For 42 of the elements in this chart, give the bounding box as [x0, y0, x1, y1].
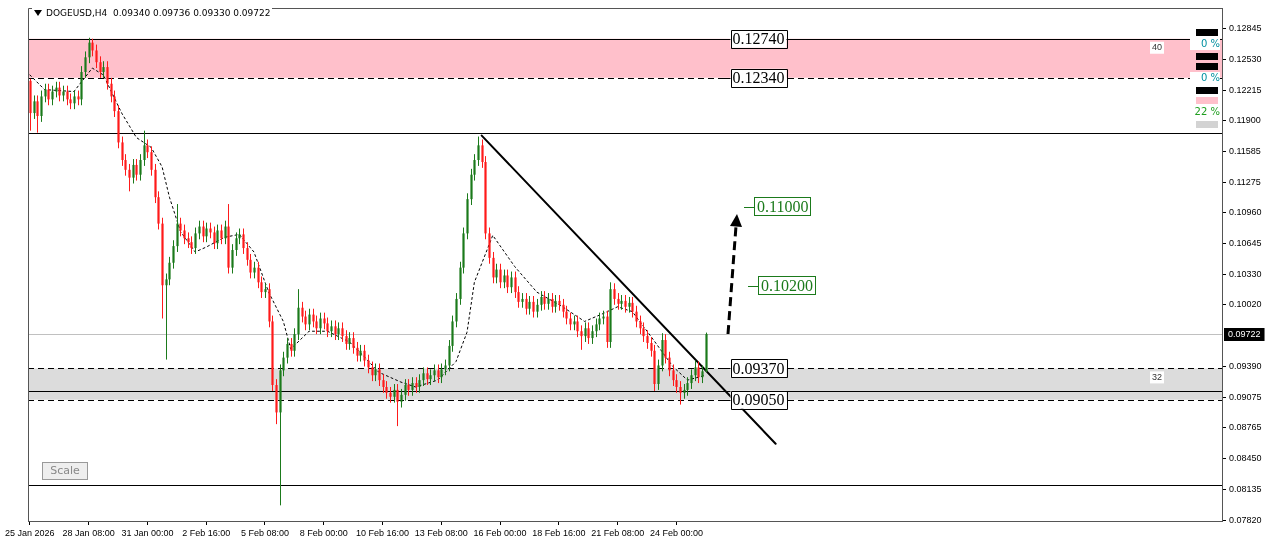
band-label: 40 — [1151, 42, 1162, 53]
y-tick-label: 0.12215 — [1229, 84, 1262, 95]
band-label: 32 — [1151, 371, 1162, 382]
y-tick-label: 0.10020 — [1229, 299, 1262, 310]
y-tick-label: 0.12845 — [1229, 22, 1262, 33]
y-tick-label: 0.11275 — [1229, 176, 1261, 187]
x-tick-label: 24 Feb 00:00 — [649, 527, 703, 538]
y-tick-label: 0.11585 — [1229, 146, 1261, 157]
x-tick-label: 21 Feb 08:00 — [591, 527, 645, 538]
scale-button: Scale — [42, 462, 88, 480]
annotation: 0.12740 — [732, 29, 785, 47]
y-tick-label: 0.12530 — [1229, 53, 1262, 64]
annotation: 0.09050 — [732, 390, 785, 408]
y-tick-label: 0.08450 — [1229, 452, 1262, 463]
annotation: 22 % — [1190, 106, 1220, 118]
x-tick-label: 13 Feb 08:00 — [414, 527, 468, 538]
y-tick-label: 0.09390 — [1229, 360, 1262, 371]
x-tick-label: 18 Feb 16:00 — [532, 527, 586, 538]
y-tick-label: 0.10330 — [1229, 268, 1262, 279]
x-tick-label: 28 Jan 08:00 — [62, 527, 115, 538]
x-tick-label: 16 Feb 00:00 — [473, 527, 527, 538]
annotation: 0 % — [1190, 38, 1220, 50]
chart-title: DOGEUSD,H4 0.09340 0.09736 0.09330 0.09722 — [46, 8, 271, 18]
x-tick-label: 5 Feb 08:00 — [240, 527, 289, 538]
annotation: 0.10200 — [758, 276, 816, 295]
annotation: 0.11000 — [754, 197, 812, 216]
annotation: 0 % — [1190, 72, 1220, 84]
y-tick-label: 0.10960 — [1229, 207, 1262, 218]
x-tick-label: 10 Feb 16:00 — [356, 527, 410, 538]
x-tick-label: 31 Jan 00:00 — [121, 527, 174, 538]
y-tick-label: 0.07820 — [1229, 514, 1262, 525]
y-tick-label: 0.10645 — [1229, 238, 1262, 249]
y-tick-label: 0.08135 — [1229, 483, 1262, 494]
annotation: 0.09370 — [732, 359, 785, 377]
x-tick-label: 25 Jan 2026 — [5, 527, 55, 538]
x-tick-label: 2 Feb 16:00 — [182, 527, 231, 538]
x-tick-label: 8 Feb 00:00 — [299, 527, 348, 538]
y-tick-label: 0.08765 — [1229, 422, 1262, 433]
ref-line-label: 0.09722 — [1228, 329, 1261, 340]
annotation: 0.12340 — [732, 69, 785, 87]
y-tick-label: 0.11900 — [1229, 115, 1261, 126]
y-tick-label: 0.09075 — [1229, 391, 1262, 402]
